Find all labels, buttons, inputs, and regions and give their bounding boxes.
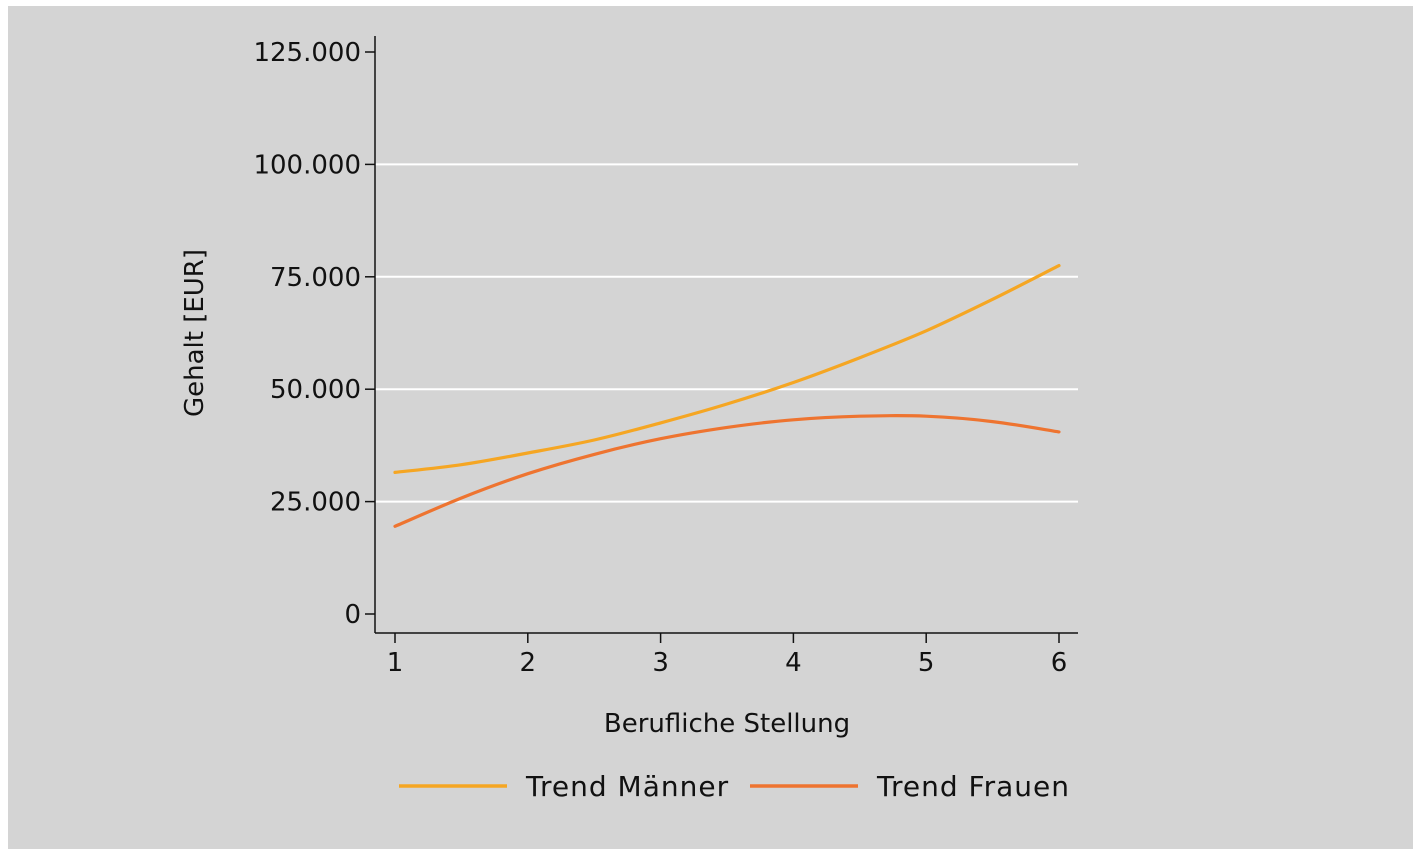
x-tick-label: 4 (785, 648, 802, 678)
y-axis-title: Gehalt [EUR] (180, 249, 210, 417)
x-tick-label: 3 (652, 648, 669, 678)
legend-label: Trend Männer (525, 770, 729, 803)
chart-panel (8, 6, 1413, 849)
x-tick-label: 5 (918, 648, 935, 678)
y-tick-label: 100.000 (253, 150, 361, 180)
y-tick-label: 0 (344, 600, 361, 630)
y-tick-label: 125.000 (253, 38, 361, 68)
legend: Trend Männer Trend Frauen (399, 770, 1070, 803)
y-tick-label: 25.000 (270, 488, 361, 518)
x-axis-title: Berufliche Stellung (604, 709, 850, 739)
series-line-1 (393, 264, 1061, 474)
series-lines (393, 264, 1061, 528)
x-tick-label: 6 (1051, 648, 1068, 678)
y-tick-label: 75.000 (270, 263, 361, 293)
legend-label: Trend Frauen (876, 770, 1070, 803)
y-tick-label: 50.000 (270, 375, 361, 405)
axes: 0 25.000 50.000 75.000 100.000 125.000 1 2 3 4 5 6 (253, 36, 1078, 678)
x-tick-label: 2 (520, 648, 537, 678)
gridlines (375, 163, 1078, 503)
x-tick-label: 1 (387, 648, 404, 678)
series-line-2 (393, 414, 1061, 528)
